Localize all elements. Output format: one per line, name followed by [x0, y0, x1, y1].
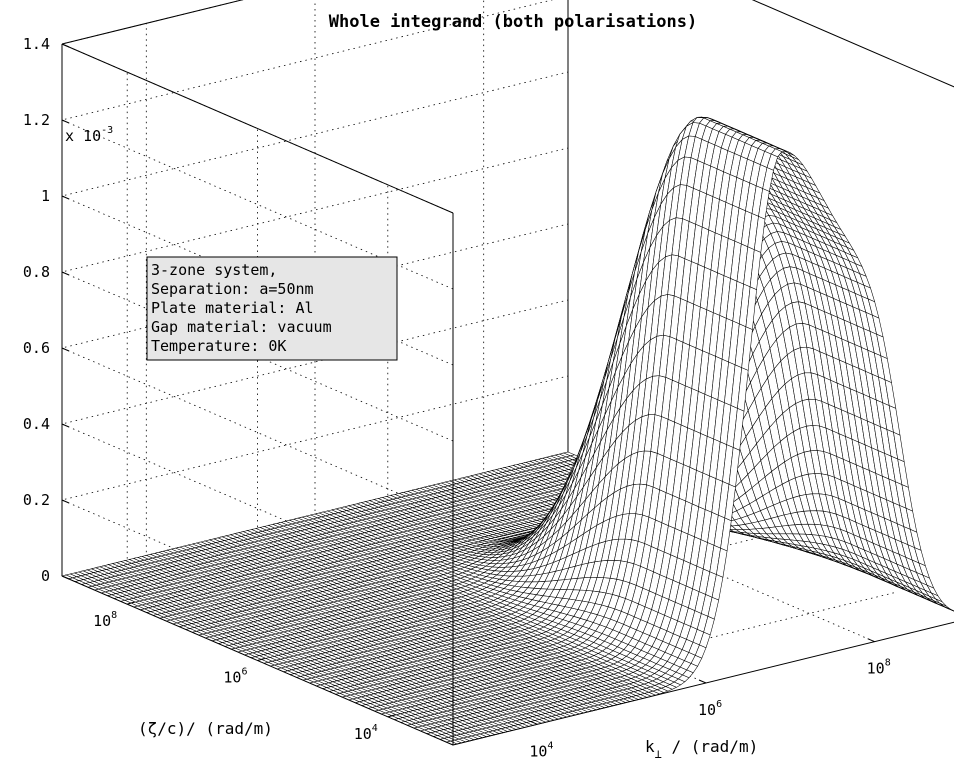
box-edge — [751, 0, 954, 88]
box-edge — [61, 43, 454, 214]
surface-mesh — [61, 116, 954, 746]
grid-line — [387, 184, 894, 718]
grid-line — [126, 72, 634, 605]
chart-title: Whole integrand (both polarisations) — [329, 12, 697, 32]
